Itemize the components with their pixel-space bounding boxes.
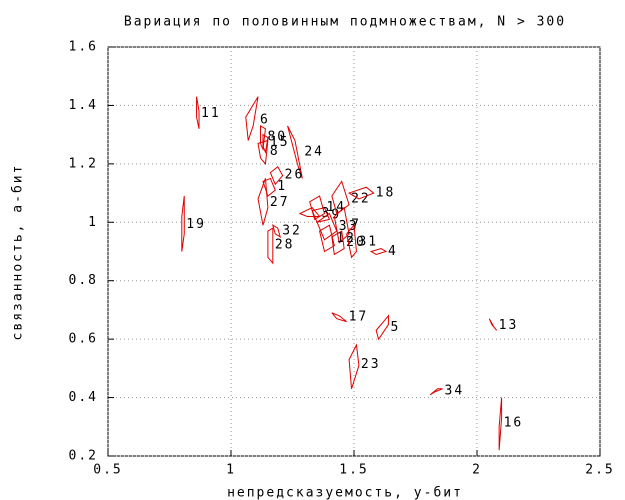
- region-label: 1: [277, 179, 287, 194]
- region: [260, 125, 266, 152]
- region: [429, 388, 443, 396]
- region-label: 26: [285, 167, 305, 182]
- region-label: 80: [267, 129, 287, 144]
- x-tick-label: 0.5: [93, 463, 122, 478]
- region: [311, 207, 331, 223]
- region: [318, 224, 335, 253]
- x-tick-label: 2.5: [585, 463, 614, 478]
- region: [298, 207, 321, 217]
- y-tick-label: 0.4: [69, 390, 98, 405]
- region: [245, 96, 259, 141]
- y-tick-label: 1.2: [69, 156, 98, 171]
- region-label: 27: [270, 195, 290, 210]
- y-tick-label: 1.6: [69, 40, 98, 55]
- y-axis-label: связанность, а-бит: [11, 164, 26, 341]
- y-tick-label: 1: [88, 215, 98, 230]
- region-label: 13: [499, 318, 519, 333]
- region-label: 6: [260, 113, 270, 128]
- region: [348, 343, 360, 389]
- region: [346, 223, 357, 259]
- region: [269, 166, 284, 186]
- region-label: 28: [275, 237, 295, 252]
- region-label: 11: [201, 106, 221, 121]
- region-label: 20: [346, 235, 366, 250]
- region: [181, 195, 185, 252]
- region-label: 31: [358, 235, 378, 250]
- region-label: 22: [351, 191, 371, 206]
- region: [369, 248, 388, 255]
- region-label: 23: [361, 357, 381, 372]
- region: [267, 227, 274, 265]
- region-label: 7: [351, 218, 361, 233]
- y-tick-label: 1.4: [69, 98, 98, 113]
- region-label: 17: [349, 310, 369, 325]
- region: [331, 180, 350, 215]
- region: [331, 230, 345, 256]
- region: [331, 312, 347, 323]
- y-tick-label: 0.6: [69, 332, 98, 347]
- region-label: 8: [270, 144, 280, 159]
- region-label: 5: [390, 320, 400, 335]
- region: [347, 186, 375, 200]
- region-label: 32: [282, 224, 302, 239]
- x-tick-label: 1: [226, 463, 236, 478]
- chart-title: Вариация по половинным подмножествам, N …: [124, 15, 566, 30]
- region-label: 15: [270, 135, 290, 150]
- region-label: 34: [445, 383, 465, 398]
- y-tick-label: 0.2: [69, 449, 98, 464]
- region: [196, 96, 200, 129]
- region: [488, 318, 498, 331]
- region: [272, 224, 282, 238]
- region-label: 4: [388, 244, 398, 259]
- region-label: 18: [376, 186, 396, 201]
- region: [375, 314, 389, 341]
- region: [257, 139, 269, 166]
- region-label: 3: [322, 206, 332, 221]
- region-label: 16: [504, 416, 524, 431]
- y-tick-label: 0.8: [69, 273, 98, 288]
- region: [257, 178, 269, 226]
- x-tick-label: 1.5: [339, 463, 368, 478]
- region-label: 24: [304, 145, 324, 160]
- region: [287, 125, 303, 179]
- x-tick-label: 2: [472, 463, 482, 478]
- region-label: 19: [186, 217, 206, 232]
- region: [498, 397, 503, 451]
- x-axis-label: непредсказуемость, у-бит: [227, 486, 463, 500]
- region-label: 12: [336, 231, 356, 246]
